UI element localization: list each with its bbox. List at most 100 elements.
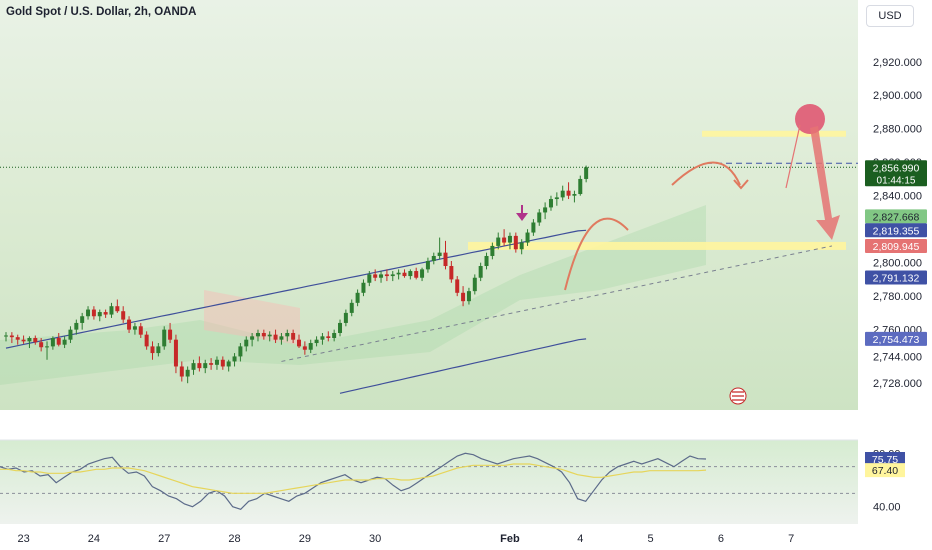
forecast-arrowhead [733, 179, 749, 190]
price-label-text: 2,856.990 [873, 162, 920, 174]
time-axis[interactable]: 23 24 27 28 29 30 Feb 4 5 6 7 [17, 533, 794, 545]
candle [384, 274, 389, 277]
candle [326, 336, 331, 339]
candle [244, 339, 249, 347]
time-tick-label: 28 [228, 533, 240, 545]
candle [226, 361, 231, 367]
candle [425, 260, 430, 270]
time-tick-label: 5 [648, 533, 654, 545]
candle [132, 326, 137, 330]
down-forecast-arrow [810, 126, 840, 240]
price-label-box [865, 270, 927, 285]
candle [9, 335, 14, 338]
trend-line [281, 245, 833, 362]
candle [490, 245, 495, 256]
candle [261, 332, 266, 337]
candle [115, 306, 120, 312]
candle [396, 272, 401, 275]
candle [308, 343, 313, 350]
candle [144, 334, 149, 347]
candle [267, 334, 272, 337]
candle [343, 312, 348, 323]
candle [238, 346, 243, 357]
time-tick-label: 23 [17, 533, 29, 545]
candle [97, 312, 102, 317]
candle [168, 329, 173, 340]
candle [86, 309, 91, 317]
candle [338, 322, 343, 333]
forecast-arc-2 [671, 161, 741, 186]
candle [373, 274, 378, 278]
candle [232, 356, 237, 362]
candle [484, 255, 489, 267]
candle [39, 342, 44, 348]
candle [179, 366, 184, 377]
ma-line-blue [5, 229, 587, 349]
candle [209, 363, 214, 365]
candle [203, 363, 208, 369]
candle [320, 336, 325, 340]
main-pane-background [0, 0, 858, 410]
candle [472, 277, 477, 292]
candle [560, 190, 565, 198]
candle [220, 359, 225, 367]
candle [543, 207, 548, 213]
candle [507, 235, 512, 243]
candle [109, 306, 114, 315]
candle [513, 235, 518, 250]
candle [390, 274, 395, 277]
candle [150, 346, 155, 354]
candle [191, 363, 196, 370]
support-zone [468, 241, 846, 250]
candle [80, 316, 85, 323]
countdown-label: 01:44:15 [877, 175, 916, 186]
time-tick-label: 6 [718, 533, 724, 545]
time-tick-label: 27 [158, 533, 170, 545]
price-tick-label: 2,728.000 [873, 378, 922, 390]
candle [62, 339, 67, 345]
candle [537, 212, 542, 223]
forecast-arc-1 [564, 217, 629, 291]
candle [185, 369, 190, 377]
candle [68, 329, 73, 340]
candle [420, 269, 425, 278]
price-label-box [865, 239, 927, 254]
candle [173, 339, 178, 367]
price-tick-label: 2,800.000 [873, 258, 922, 270]
time-tick-label: 30 [369, 533, 381, 545]
candle [431, 255, 436, 261]
price-label-text: 2,809.945 [873, 241, 920, 253]
currency-button[interactable]: USD [866, 5, 914, 27]
candle [121, 311, 126, 320]
price-label-box [865, 209, 927, 224]
candle [548, 199, 553, 208]
candle [367, 274, 372, 283]
candle [361, 282, 366, 293]
candle [478, 266, 483, 278]
candle [466, 291, 471, 302]
price-label-text: 2,791.132 [873, 273, 920, 285]
us-flag-stripes [732, 391, 744, 401]
candle [50, 338, 55, 347]
forecast-line [785, 124, 801, 189]
target-zone [702, 130, 846, 137]
rsi-tick-label: 40.00 [873, 502, 901, 514]
candle [45, 346, 50, 348]
time-tick-label: 7 [788, 533, 794, 545]
price-label-text: 2,827.668 [873, 211, 920, 223]
candle [355, 292, 360, 303]
price-tick-label: 2,900.000 [873, 90, 922, 102]
ma-line-long [339, 338, 587, 394]
candle [255, 332, 260, 337]
candle [162, 329, 167, 347]
candle [314, 339, 319, 344]
candle [15, 337, 20, 340]
main-pane[interactable]: 2,920.0002,900.0002,880.0002,860.0002,84… [0, 57, 927, 405]
candle [91, 309, 96, 317]
candle [461, 292, 466, 302]
candle [273, 334, 278, 340]
candle [408, 271, 413, 277]
candle [214, 359, 219, 365]
candle [332, 332, 337, 339]
